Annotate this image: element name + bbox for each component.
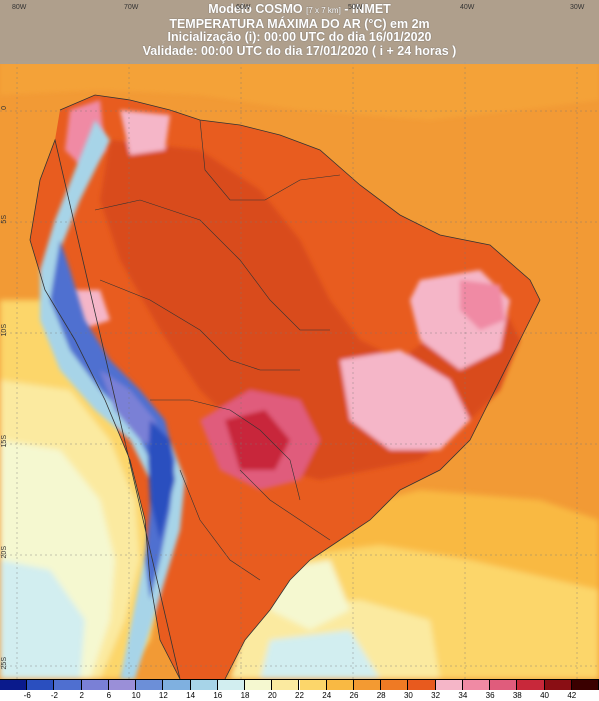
color-scale-swatch bbox=[490, 680, 518, 690]
color-scale-tick-label: 26 bbox=[349, 691, 359, 700]
lon-label-40w: 40W bbox=[460, 4, 475, 11]
lat-label-15s: 15S bbox=[1, 435, 8, 448]
color-scale-swatch bbox=[517, 680, 545, 690]
color-scale-swatch bbox=[571, 680, 599, 690]
color-scale-swatch bbox=[544, 680, 572, 690]
map-header: 80W 70W 60W 50W 40W 30W Modelo COSMO [7 … bbox=[0, 0, 599, 64]
color-scale-tick-label: 20 bbox=[267, 691, 277, 700]
lon-label-60w: 60W bbox=[236, 4, 251, 11]
model-title: Modelo COSMO [7 x 7 km] - INMET bbox=[208, 2, 391, 16]
color-scale-swatch bbox=[27, 680, 55, 690]
color-scale-swatch bbox=[272, 680, 300, 690]
pacific-ocean-field bbox=[0, 300, 170, 679]
color-scale-tick-label: 22 bbox=[295, 691, 304, 700]
color-scale-swatch bbox=[408, 680, 436, 690]
color-scale-swatch bbox=[245, 680, 273, 690]
color-scale-swatch bbox=[0, 680, 28, 690]
andes-cold-spine bbox=[40, 120, 185, 679]
lon-label-30w: 30W bbox=[570, 4, 585, 11]
lon-label-70w: 70W bbox=[124, 4, 139, 11]
color-scale-swatch bbox=[54, 680, 82, 690]
initialization-time: Inicialização (i): 00:00 UTC do dia 16/0… bbox=[167, 30, 432, 44]
color-scale-tick-label: 30 bbox=[403, 691, 413, 700]
color-scale-swatch bbox=[81, 680, 109, 690]
temperature-map[interactable]: 0 5S 10S 15S 20S 25S bbox=[0, 0, 599, 679]
color-scale-swatch bbox=[299, 680, 327, 690]
color-scale-tick-label: 34 bbox=[458, 691, 468, 700]
color-scale-swatch bbox=[326, 680, 354, 690]
color-scale-tick-label: 36 bbox=[485, 691, 495, 700]
validity-time: Validade: 00:00 UTC do dia 17/01/2020 ( … bbox=[142, 43, 457, 58]
lon-label-50w: 50W bbox=[348, 4, 363, 11]
lon-label-80w: 80W bbox=[12, 4, 27, 11]
color-scale-tick-label: 32 bbox=[431, 691, 441, 700]
color-scale-tick-label: 12 bbox=[158, 691, 168, 700]
lat-label-25s: 25S bbox=[1, 657, 8, 670]
coastline bbox=[29, 94, 541, 679]
color-scale-swatch bbox=[353, 680, 382, 690]
color-scale-tick-label: 28 bbox=[376, 691, 386, 700]
variable-title: TEMPERATURA MÁXIMA DO AR (°C) em 2m bbox=[169, 16, 430, 31]
lat-label-5s: 5S bbox=[1, 215, 8, 224]
color-scale-tick-label: 2 bbox=[79, 691, 84, 700]
map-canvas bbox=[0, 0, 599, 679]
color-scale-swatch bbox=[108, 680, 137, 690]
color-scale-swatch bbox=[217, 680, 246, 690]
color-scale-swatch bbox=[435, 680, 463, 690]
color-scale-tick-label: 6 bbox=[106, 691, 112, 700]
country-borders bbox=[94, 119, 341, 581]
color-scale-tick-label: 18 bbox=[240, 691, 250, 700]
color-scale-tick-label: 24 bbox=[322, 691, 332, 700]
lat-label-0: 0 bbox=[1, 106, 8, 110]
color-scale-tick-label: -6 bbox=[23, 691, 31, 700]
color-scale-tick-label: 14 bbox=[186, 691, 196, 700]
color-scale-swatch bbox=[136, 680, 164, 690]
lat-label-10s: 10S bbox=[1, 324, 8, 337]
color-scale-swatch bbox=[381, 680, 409, 690]
color-scale-legend: -6 -2 2 6 10 12 14 16 18 20 22 24 26 28 30 32 34 36 38 40 42 bbox=[0, 679, 599, 701]
color-scale-tick-label: 40 bbox=[540, 691, 549, 700]
color-scale-swatch bbox=[462, 680, 491, 690]
color-scale-tick-label: 16 bbox=[213, 691, 223, 700]
color-scale-swatch bbox=[190, 680, 218, 690]
color-scale-swatch bbox=[163, 680, 191, 690]
color-scale-tick-label: 38 bbox=[512, 691, 522, 700]
color-scale-tick-label: 10 bbox=[131, 691, 141, 700]
lat-label-20s: 20S bbox=[1, 546, 8, 559]
color-scale-tick-label: 42 bbox=[567, 691, 577, 700]
color-scale-tick-label: -2 bbox=[50, 691, 59, 700]
